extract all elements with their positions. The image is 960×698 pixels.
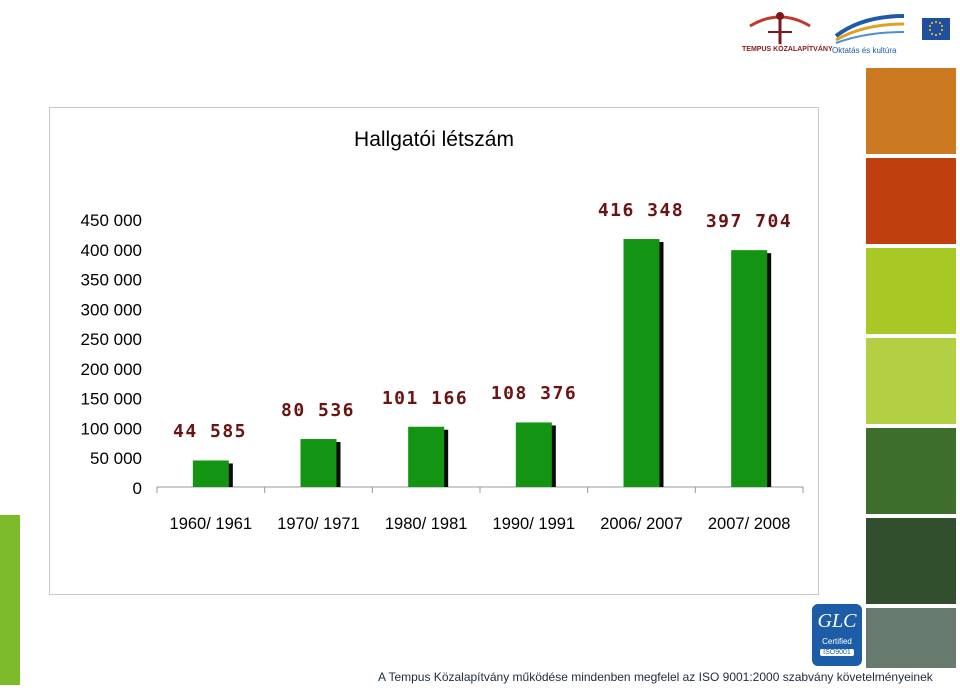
bar [300, 439, 337, 487]
eu-flag-icon [922, 18, 950, 40]
badge-line1: GLC [817, 610, 857, 632]
y-tick-label: 400 000 [81, 241, 142, 260]
chart-frame [49, 107, 819, 595]
bar [192, 460, 229, 487]
y-tick-label: 100 000 [81, 419, 142, 438]
value-label: 397 704 [706, 211, 792, 232]
value-label: 101 166 [382, 388, 468, 409]
y-tick-label: 350 000 [81, 271, 142, 290]
x-tick-label: 1990/ 1991 [493, 515, 576, 533]
y-tick-label: 300 000 [81, 300, 142, 319]
glc-certified-badge: GLC Certified ISO9001 [812, 604, 862, 666]
oktatas-logo-text: Oktatás és kultúra [832, 46, 897, 55]
stripe-gray-green [866, 608, 956, 668]
stripe-orange [866, 68, 956, 154]
badge-line2: Certified [822, 637, 852, 646]
stripe-lime [866, 248, 956, 334]
y-tick-label: 450 000 [81, 211, 142, 230]
bar [515, 422, 552, 487]
x-tick-label: 2006/ 2007 [600, 515, 683, 533]
x-tick-label: 1960/ 1961 [170, 515, 253, 533]
y-tick-label: 200 000 [81, 360, 142, 379]
bar [731, 250, 768, 487]
chart-title: Hallgatói létszám [354, 128, 514, 151]
y-tick-label: 50 000 [90, 449, 142, 468]
tempus-emblem-icon [749, 12, 811, 44]
y-tick-label: 150 000 [81, 390, 142, 409]
stripe-green [866, 428, 956, 514]
tempus-logo-text: TEMPUS KÖZALAPÍTVÁNY [742, 46, 833, 53]
x-tick-label: 2007/ 2008 [708, 515, 791, 533]
value-label: 108 376 [491, 383, 577, 404]
stripe-red-orange [866, 158, 956, 244]
left-accent-strip [0, 515, 20, 685]
tempus-logo: TEMPUS KÖZALAPÍTVÁNY [740, 8, 833, 56]
y-tick-label: 250 000 [81, 330, 142, 349]
footer-text: A Tempus Közalapítvány működése mindenbe… [378, 670, 933, 684]
bar [408, 426, 445, 487]
value-label: 80 536 [281, 400, 355, 421]
badge-line3: ISO9001 [820, 649, 854, 656]
oktatas-emblem-icon [834, 14, 905, 44]
value-label: 44 585 [173, 421, 247, 442]
value-label: 416 348 [598, 200, 684, 221]
bar [623, 239, 660, 487]
stripe-yellow-green [866, 338, 956, 424]
x-tick-label: 1980/ 1981 [385, 515, 468, 533]
stripe-dark-green [866, 518, 956, 604]
y-tick-label: 0 [133, 479, 142, 498]
oktatas-logo: Oktatás és kultúra [832, 10, 908, 56]
x-tick-label: 1970/ 1971 [277, 515, 360, 533]
